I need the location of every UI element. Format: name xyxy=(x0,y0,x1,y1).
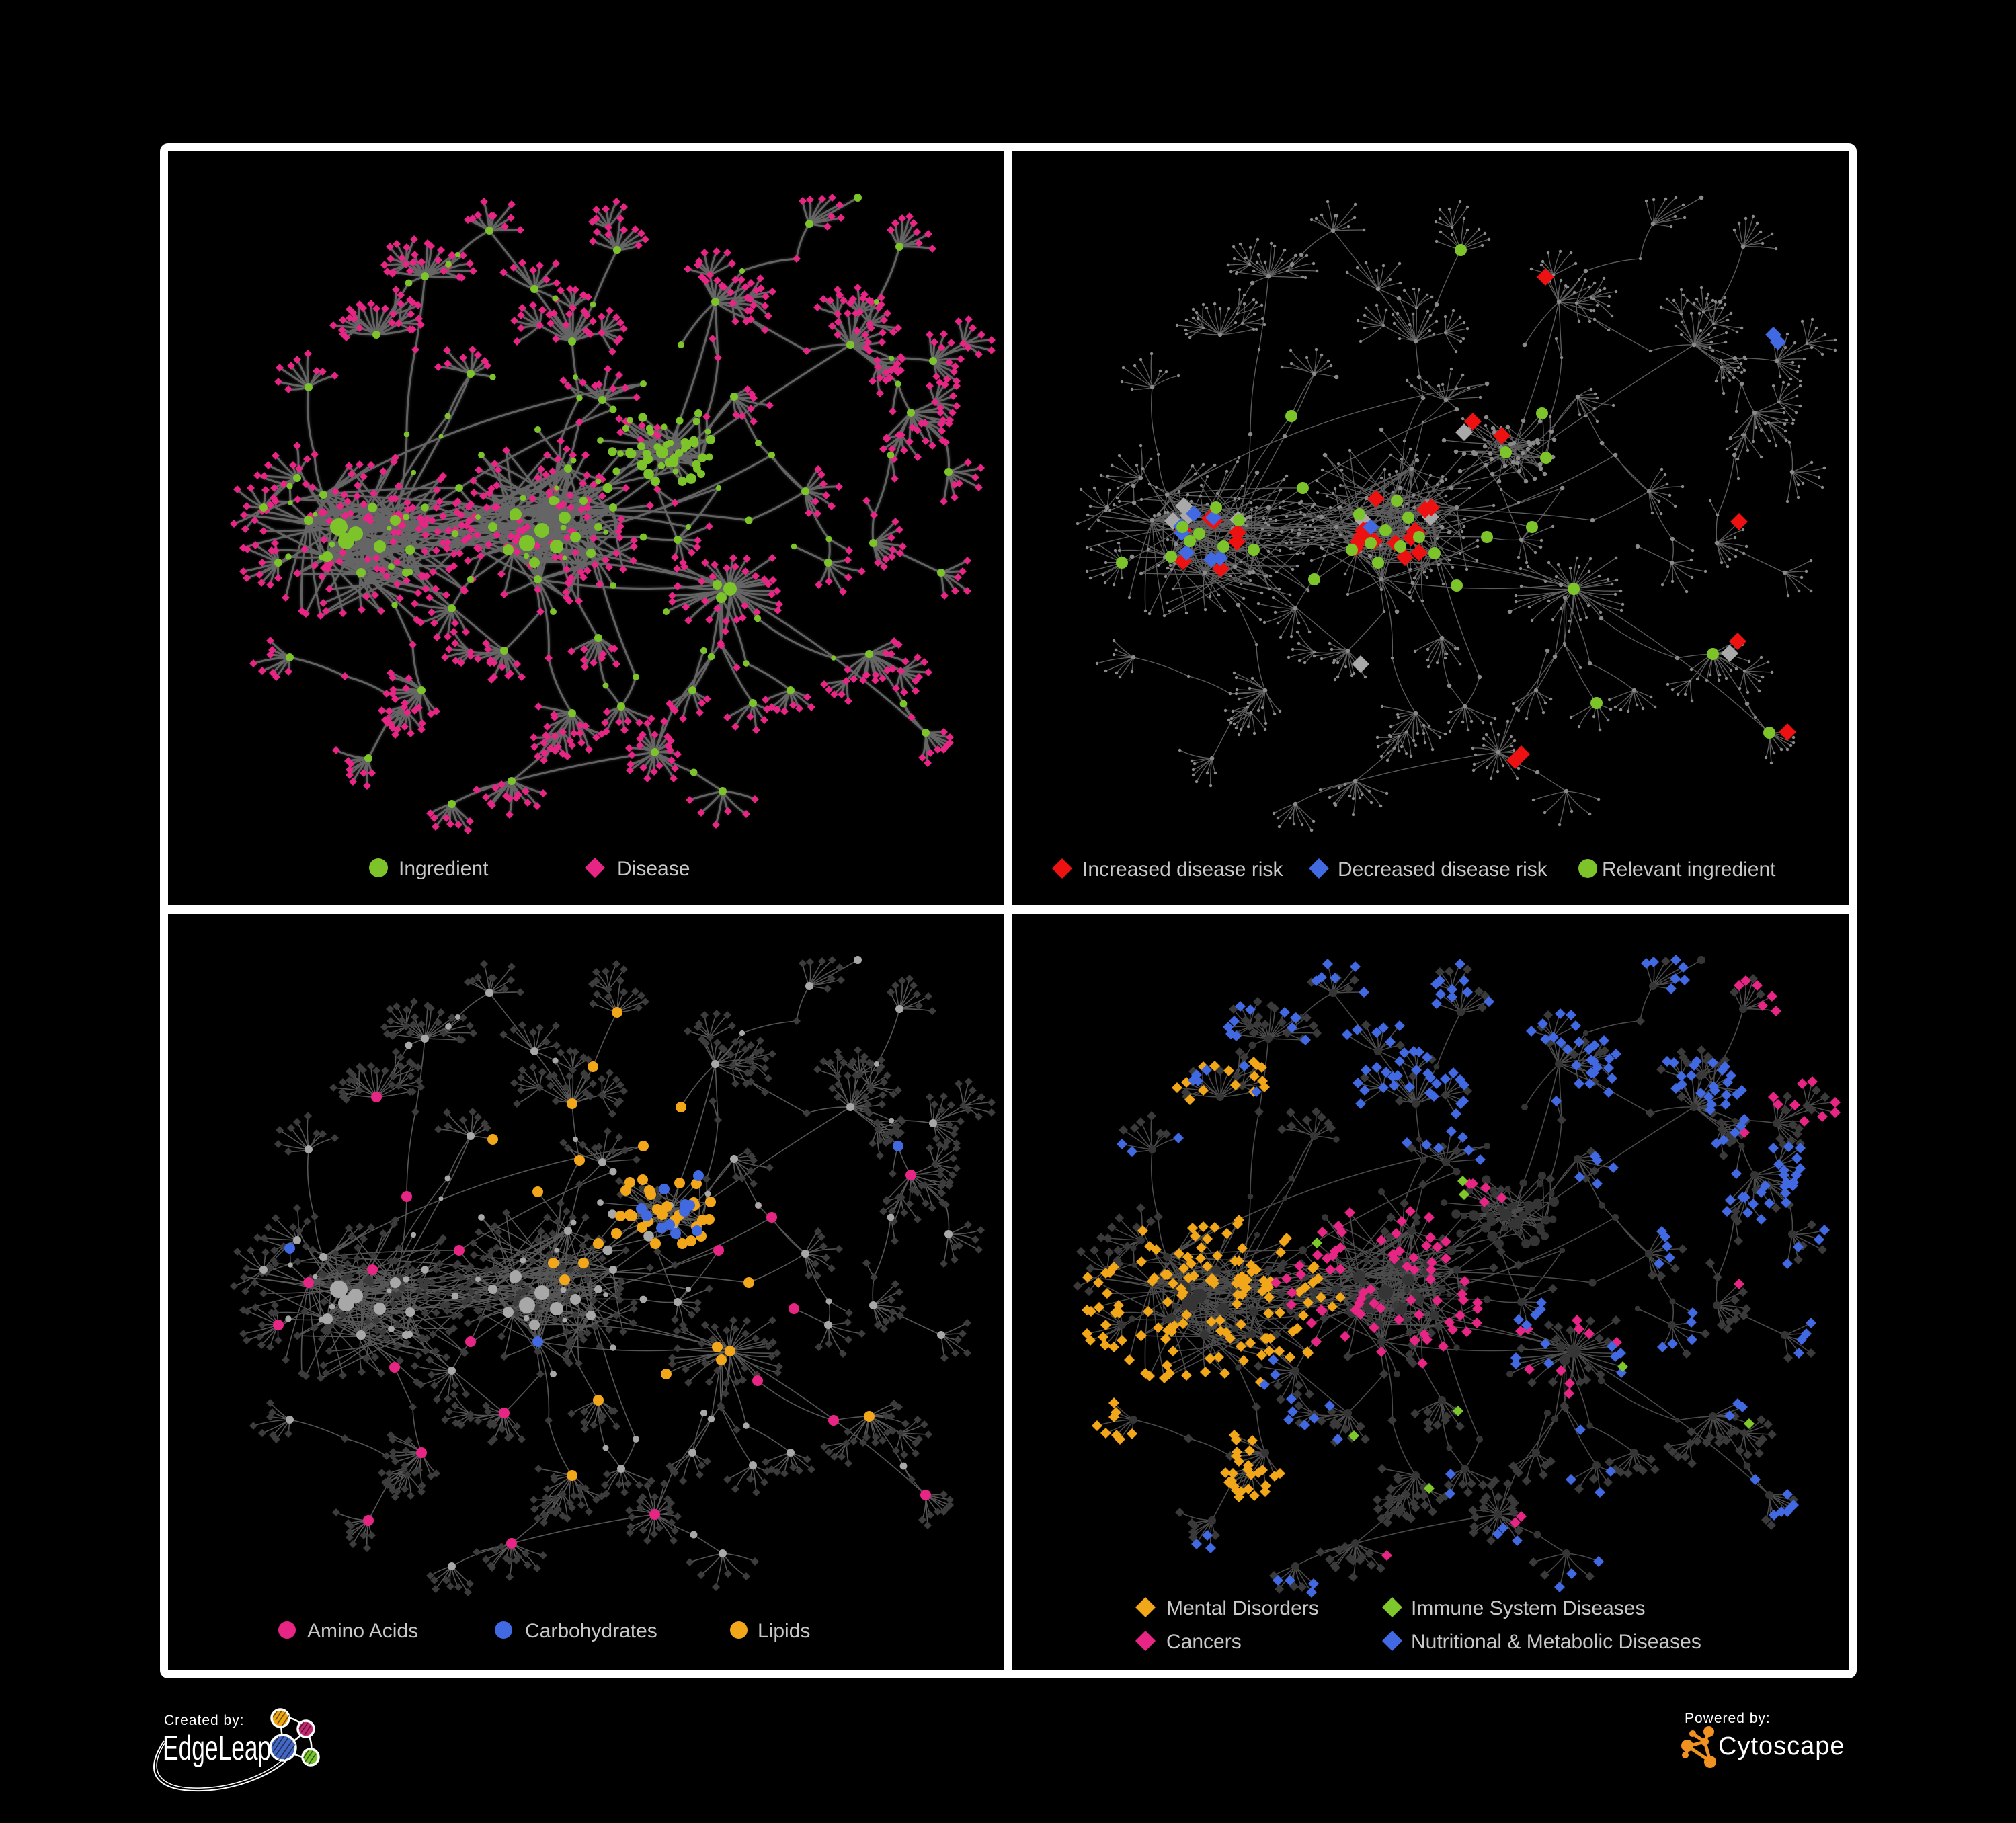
svg-text:Cancers: Cancers xyxy=(1166,1631,1242,1653)
svg-text:EdgeLeap: EdgeLeap xyxy=(163,1729,271,1767)
svg-text:Powered by:: Powered by: xyxy=(1685,1711,1771,1726)
svg-text:Created by:: Created by: xyxy=(164,1713,245,1728)
svg-text:Immune System Diseases: Immune System Diseases xyxy=(1411,1597,1645,1619)
svg-text:Nutritional & Metabolic Diseas: Nutritional & Metabolic Diseases xyxy=(1411,1631,1701,1653)
svg-text:Decreased disease risk: Decreased disease risk xyxy=(1338,858,1548,881)
svg-text:Amino Acids: Amino Acids xyxy=(307,1620,418,1642)
svg-text:Cytoscape: Cytoscape xyxy=(1718,1732,1845,1760)
svg-text:Ingredient: Ingredient xyxy=(399,858,489,880)
svg-text:Lipids: Lipids xyxy=(758,1620,810,1642)
svg-text:Carbohydrates: Carbohydrates xyxy=(525,1620,657,1642)
svg-text:Disease: Disease xyxy=(617,858,690,880)
svg-text:Mental Disorders: Mental Disorders xyxy=(1166,1597,1319,1619)
svg-text:Relevant ingredient: Relevant ingredient xyxy=(1602,858,1776,881)
svg-text:Increased disease risk: Increased disease risk xyxy=(1082,858,1283,881)
